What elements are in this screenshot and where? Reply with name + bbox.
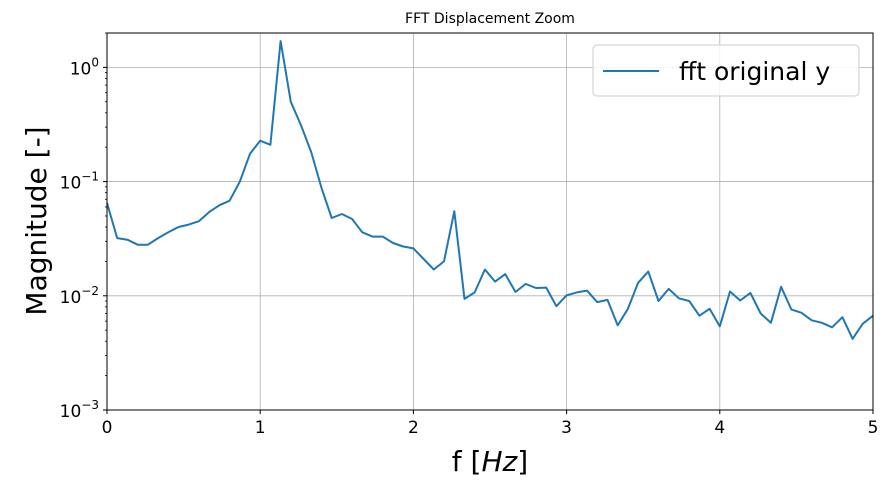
tick-group: 0 1 2 3 4 5 10−3 10−2 10−1 100 xyxy=(60,32,879,438)
x-tick-label: 4 xyxy=(714,418,725,438)
chart-title: FFT Displacement Zoom xyxy=(405,11,575,27)
legend-label-fft-original-y: fft original y xyxy=(679,57,830,86)
x-tick-label: 1 xyxy=(255,418,266,438)
y-axis-label: Magnitude [-] xyxy=(20,126,53,315)
y-tick-label: 100 xyxy=(70,55,99,79)
x-tick-label: 3 xyxy=(561,418,572,438)
series-group xyxy=(106,40,874,340)
y-tick-label: 10−3 xyxy=(60,398,99,422)
x-tick-label: 0 xyxy=(102,418,113,438)
legend-box xyxy=(592,44,860,97)
x-axis-label: f [Hz] xyxy=(452,445,528,478)
y-tick-label: 10−1 xyxy=(60,170,99,194)
series-line-fft-original-y xyxy=(106,40,874,340)
x-tick-label: 5 xyxy=(868,418,879,438)
plot-frame xyxy=(106,32,874,411)
legend: fft original y xyxy=(592,44,860,97)
x-tick-label: 2 xyxy=(408,418,419,438)
y-tick-label: 10−2 xyxy=(60,284,99,308)
